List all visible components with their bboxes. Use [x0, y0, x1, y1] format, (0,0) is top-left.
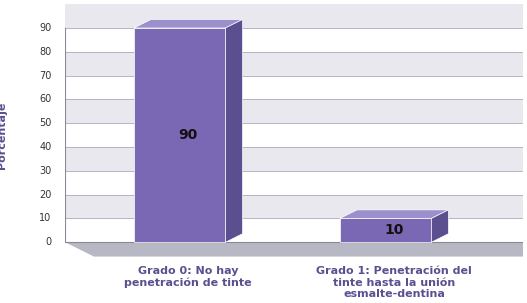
Polygon shape — [65, 28, 523, 52]
Text: Grado 1: Penetración del
tinte hasta la unión
esmalte-dentina: Grado 1: Penetración del tinte hasta la … — [316, 266, 472, 299]
Polygon shape — [340, 210, 448, 218]
Text: 10: 10 — [385, 223, 404, 237]
Polygon shape — [134, 28, 226, 242]
Text: Grado 0: No hay
penetración de tinte: Grado 0: No hay penetración de tinte — [124, 266, 252, 288]
Text: 20: 20 — [39, 190, 52, 200]
Text: 80: 80 — [40, 47, 52, 57]
Text: 10: 10 — [40, 213, 52, 223]
Text: 30: 30 — [40, 166, 52, 176]
Polygon shape — [134, 19, 242, 28]
Text: 60: 60 — [40, 95, 52, 105]
Polygon shape — [65, 147, 523, 171]
Text: 50: 50 — [39, 118, 52, 128]
Polygon shape — [65, 4, 523, 28]
Text: 90: 90 — [179, 128, 198, 142]
Polygon shape — [65, 195, 523, 218]
Polygon shape — [65, 242, 527, 257]
Polygon shape — [226, 19, 242, 242]
Text: Porcentaje: Porcentaje — [0, 102, 7, 169]
Polygon shape — [65, 99, 523, 123]
Text: 70: 70 — [39, 71, 52, 81]
Polygon shape — [65, 123, 523, 147]
Polygon shape — [65, 218, 523, 242]
Text: 0: 0 — [45, 237, 52, 247]
Polygon shape — [65, 75, 523, 99]
Text: 40: 40 — [40, 142, 52, 152]
Polygon shape — [65, 52, 523, 75]
Text: 90: 90 — [40, 23, 52, 33]
Polygon shape — [65, 171, 523, 195]
Polygon shape — [340, 218, 431, 242]
Polygon shape — [431, 210, 448, 242]
